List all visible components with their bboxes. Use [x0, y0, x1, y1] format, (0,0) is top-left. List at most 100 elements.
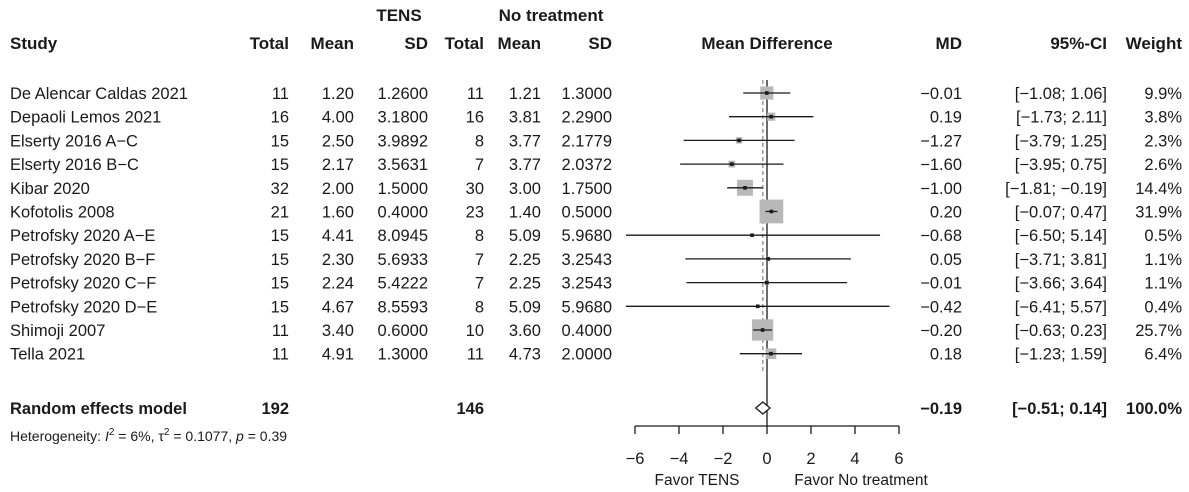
study-weight: 0.4%: [1144, 298, 1182, 316]
x-axis-tick-label: 4: [850, 450, 859, 468]
study-sd-1: 5.6933: [378, 251, 428, 269]
study-point-estimate: [764, 280, 769, 285]
header-mean-difference: Mean Difference: [701, 34, 832, 53]
study-mean-2: 3.00: [509, 180, 541, 198]
study-sd-2: 2.1779: [562, 132, 612, 150]
study-sd-1: 3.1800: [378, 109, 428, 127]
header-total-2: Total: [445, 34, 484, 53]
header-md: MD: [936, 34, 962, 53]
study-sd-1: 0.4000: [378, 204, 428, 222]
header-mean-2: Mean: [498, 34, 541, 53]
header-total-1: Total: [250, 34, 289, 53]
table-header: TENS No treatment Study Total Mean SD To…: [10, 6, 1182, 53]
pooled-weight: 100.0%: [1126, 400, 1182, 418]
study-mean-2: 3.77: [509, 132, 541, 150]
study-weight: 2.6%: [1144, 156, 1182, 174]
study-name: Kofotolis 2008: [10, 204, 115, 222]
study-mean-2: 3.60: [509, 322, 541, 340]
study-md: −1.60: [920, 156, 962, 174]
study-name: Tella 2021: [10, 346, 85, 364]
study-total-1: 15: [271, 275, 289, 293]
pooled-row: Random effects model 192 146 −0.19 [−0.5…: [10, 400, 1182, 418]
pooled-diamond: [754, 401, 772, 415]
header-ci: 95%-CI: [1050, 34, 1107, 53]
study-mean-1: 4.91: [322, 346, 354, 364]
study-total-2: 8: [475, 298, 484, 316]
study-mean-2: 3.81: [509, 109, 541, 127]
study-total-1: 11: [272, 346, 289, 364]
study-mean-2: 2.25: [509, 251, 541, 269]
study-total-1: 15: [271, 298, 289, 316]
pooled-total-1: 192: [261, 400, 289, 418]
study-md: −0.68: [920, 227, 962, 245]
x-axis: −6 −4 −2 0 2 4 6: [626, 425, 904, 468]
study-point-estimate: [730, 162, 734, 166]
study-row: Petrofsky 2020 D−E 15 4.67 8.5593 8 5.09 5.968…: [10, 298, 1182, 316]
het-p-symbol: p: [235, 428, 244, 444]
study-ci: [−1.08; 1.06]: [1015, 85, 1107, 103]
study-sd-1: 1.3000: [378, 346, 428, 364]
pooled-label: Random effects model: [10, 400, 187, 418]
study-weight: 14.4%: [1135, 180, 1182, 198]
study-md: 0.18: [930, 346, 962, 364]
study-sd-1: 1.2600: [378, 85, 428, 103]
study-sd-2: 5.9680: [562, 227, 612, 245]
x-axis-tick-label: 2: [806, 450, 815, 468]
study-point-estimate: [755, 304, 760, 309]
header-sd-2: SD: [588, 34, 612, 53]
study-mean-2: 1.40: [509, 204, 541, 222]
study-row: Shimoji 2007 11 3.40 0.6000 10 3.60 0.4000 −0.2…: [10, 322, 1182, 340]
header-group1-label: TENS: [376, 6, 421, 25]
study-mean-1: 2.00: [322, 180, 354, 198]
study-row: Petrofsky 2020 A−E 15 4.41 8.0945 8 5.09 5.968…: [10, 227, 1182, 245]
x-axis-tick-label: −2: [714, 450, 733, 468]
het-i2-value: = 6%,: [114, 428, 158, 444]
study-md: 0.05: [930, 251, 962, 269]
study-sd-2: 3.2543: [562, 251, 612, 269]
study-total-1: 32: [271, 180, 289, 198]
study-row: Kibar 2020 32 2.00 1.5000 30 3.00 1.7500 −1.00 […: [10, 180, 1182, 198]
study-mean-1: 2.30: [322, 251, 354, 269]
x-axis-tick-label: −6: [626, 450, 645, 468]
plot-marks: [626, 80, 890, 426]
study-row: Depaoli Lemos 2021 16 4.00 3.1800 16 3.81 2.29…: [10, 109, 1182, 127]
x-axis-tick-label: 0: [762, 450, 771, 468]
het-i2-symbol: I: [105, 428, 109, 444]
study-row: Petrofsky 2020 B−F 15 2.30 5.6933 7 2.25 3.254…: [10, 251, 1182, 269]
study-weight: 0.5%: [1144, 227, 1182, 245]
study-md: −0.01: [920, 275, 962, 293]
study-sd-2: 2.2900: [562, 109, 612, 127]
study-ci: [−6.50; 5.14]: [1015, 227, 1107, 245]
het-tau2-symbol: τ: [158, 428, 164, 444]
study-point-estimate: [766, 257, 770, 261]
x-axis-tick-label: 6: [894, 450, 903, 468]
study-name: Kibar 2020: [10, 180, 90, 198]
study-row: Petrofsky 2020 C−F 15 2.24 5.4222 7 2.25 3.254…: [10, 275, 1182, 293]
study-ci: [−3.66; 3.64]: [1015, 275, 1107, 293]
study-point-estimate: [760, 328, 765, 332]
study-sd-1: 3.5631: [378, 156, 428, 174]
study-sd-2: 1.3000: [562, 85, 612, 103]
study-total-2: 11: [467, 85, 484, 103]
study-point-estimate: [764, 91, 769, 95]
study-point-estimate: [750, 233, 754, 237]
study-point-estimate: [737, 138, 741, 143]
study-weight: 6.4%: [1144, 346, 1182, 364]
study-total-2: 10: [466, 322, 484, 340]
study-ci: [−0.07; 0.47]: [1015, 204, 1107, 222]
study-weight: 2.3%: [1144, 132, 1182, 150]
study-ci: [−3.71; 3.81]: [1015, 251, 1107, 269]
study-total-2: 7: [475, 251, 484, 269]
axis-label-favor-no-treatment: Favor No treatment: [794, 472, 928, 489]
study-mean-1: 4.67: [322, 298, 354, 316]
study-total-2: 16: [466, 109, 484, 127]
study-total-2: 7: [475, 156, 484, 174]
study-total-2: 23: [466, 204, 484, 222]
study-sd-2: 0.4000: [562, 322, 612, 340]
study-total-2: 8: [475, 132, 484, 150]
study-name: Elserty 2016 B−C: [10, 156, 139, 174]
study-name: Petrofsky 2020 D−E: [10, 298, 157, 316]
study-sd-1: 8.5593: [378, 298, 428, 316]
study-rows: De Alencar Caldas 2021 11 1.20 1.2600 11 1.21…: [10, 85, 1182, 364]
study-row: De Alencar Caldas 2021 11 1.20 1.2600 11 1.21…: [10, 85, 1182, 103]
